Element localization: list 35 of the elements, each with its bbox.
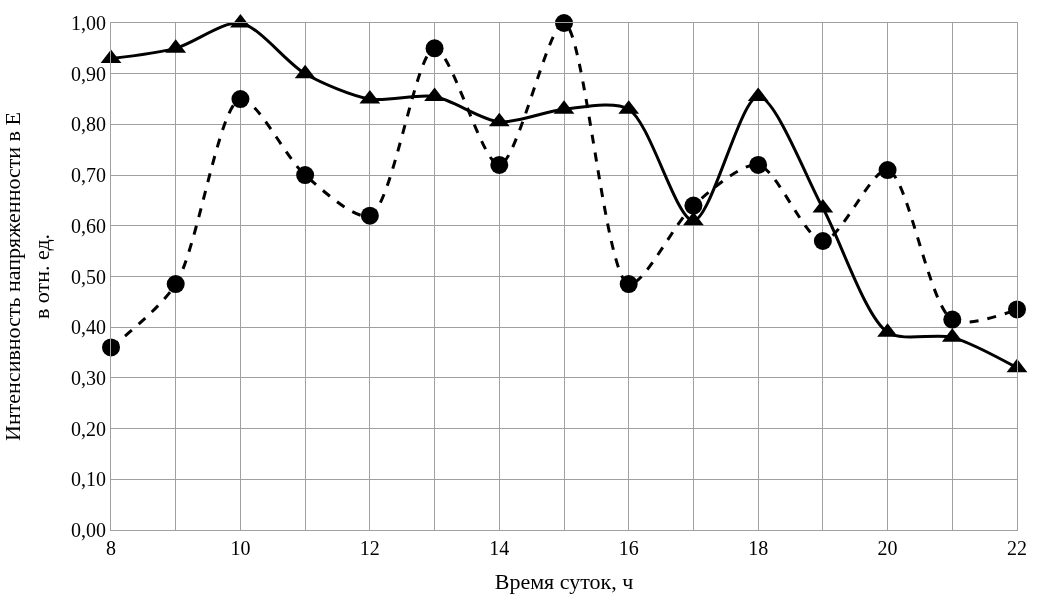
y-tick-label: 1,00 xyxy=(71,12,106,34)
y-tick-label: 0,40 xyxy=(71,316,106,339)
point xyxy=(166,275,185,294)
point xyxy=(102,338,120,357)
y-tick-label: 0,50 xyxy=(71,265,106,288)
point xyxy=(813,232,832,250)
x-tick-label: 20 xyxy=(877,537,898,559)
x-tick-label: 10 xyxy=(230,537,251,559)
y-tick-label: 0,70 xyxy=(71,164,106,187)
point xyxy=(619,275,638,294)
point xyxy=(878,161,897,180)
x-tick-label: 8 xyxy=(106,537,116,559)
y-tick-label: 0,90 xyxy=(71,62,106,85)
point xyxy=(684,196,703,215)
point xyxy=(490,155,509,174)
y-tick-label: 0,10 xyxy=(71,468,106,491)
x-tick-label: 12 xyxy=(359,537,380,559)
point xyxy=(296,166,315,185)
x-axis-title: Время суток, ч xyxy=(494,568,634,594)
y-tick-label: 0,30 xyxy=(71,366,106,389)
point xyxy=(749,155,768,174)
x-tick-label: 22 xyxy=(1007,537,1027,559)
x-tick-label: 16 xyxy=(618,537,639,559)
point xyxy=(424,87,445,102)
y-tick-label: 0,60 xyxy=(71,214,106,237)
point xyxy=(360,206,379,225)
point xyxy=(1008,300,1026,319)
point xyxy=(683,211,704,226)
x-tick-label: 14 xyxy=(489,537,510,559)
y-tick-label: 0,00 xyxy=(71,519,106,541)
y-tick-label: 0,80 xyxy=(71,113,106,136)
x-tick-label: 18 xyxy=(748,537,769,559)
point xyxy=(943,310,962,329)
y-tick-label: 0,20 xyxy=(71,417,106,440)
y-axis-title: Интенсивность напряженности в E в отн. ед. xyxy=(0,112,54,441)
